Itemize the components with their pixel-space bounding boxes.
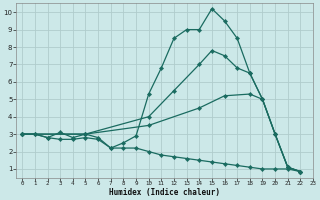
X-axis label: Humidex (Indice chaleur): Humidex (Indice chaleur) — [109, 188, 220, 197]
